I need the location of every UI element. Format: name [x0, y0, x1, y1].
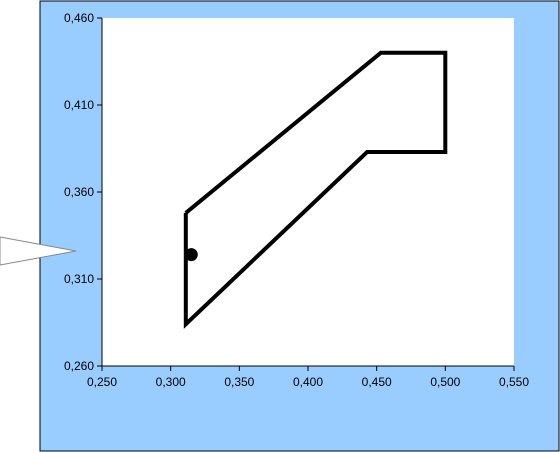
x-axis-ticks: 0,250 0,300 0,350 0,400 0,450 0,500 0,550 — [87, 366, 529, 389]
data-point — [184, 248, 198, 262]
y-tick-label: 0,260 — [64, 359, 94, 373]
callout-pointer — [0, 236, 77, 266]
plot-area — [102, 18, 514, 366]
x-tick-label: 0,400 — [293, 375, 323, 389]
x-tick-label: 0,300 — [156, 375, 186, 389]
y-tick-label: 0,310 — [64, 272, 94, 286]
series-polygon-outline — [183, 50, 448, 329]
y-tick-label: 0,410 — [64, 98, 94, 112]
x-tick-label: 0,250 — [87, 375, 117, 389]
x-tick-label: 0,500 — [430, 375, 460, 389]
y-tick-label: 0,360 — [64, 185, 94, 199]
series-layer — [183, 50, 448, 329]
x-tick-label: 0,550 — [499, 375, 529, 389]
x-tick-label: 0,450 — [362, 375, 392, 389]
y-tick-label: 0,460 — [64, 11, 94, 25]
y-axis-ticks: 0,460 0,410 0,360 0,310 0,260 — [64, 11, 102, 373]
x-tick-label: 0,350 — [224, 375, 254, 389]
